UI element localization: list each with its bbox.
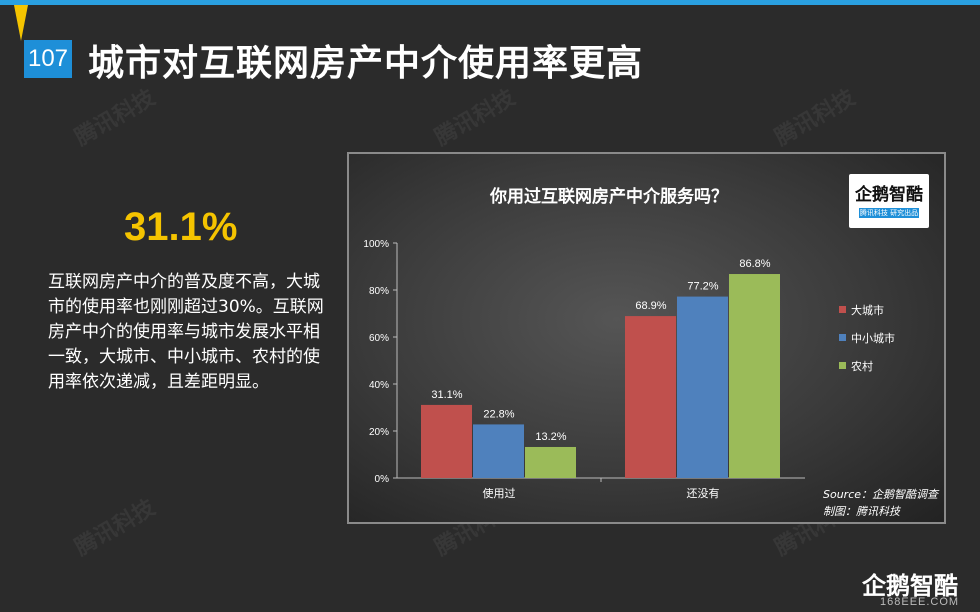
- chart-logo: 企鹅智酷 腾讯科技 研究出品: [849, 174, 929, 228]
- y-tick-label: 60%: [369, 333, 389, 344]
- page-badge-accent: [14, 5, 28, 41]
- footer-logo: 企鹅智酷: [862, 572, 958, 600]
- y-tick-label: 20%: [369, 427, 389, 438]
- x-tick-label: 使用过: [483, 487, 516, 500]
- chart-panel: 你用过互联网房产中介服务吗？ 企鹅智酷 腾讯科技 研究出品 0% 20% 40% 60…: [347, 152, 946, 524]
- page-number: 107: [24, 40, 72, 78]
- chart-title: 你用过互联网房产中介服务吗？: [490, 187, 728, 207]
- legend-swatch: [839, 362, 846, 369]
- credit-line: 制图：腾讯科技: [823, 505, 900, 518]
- watermark: 腾讯科技: [70, 85, 160, 151]
- watermark: 腾讯科技: [430, 85, 520, 151]
- data-label: 77.2%: [687, 281, 718, 293]
- bar: [729, 274, 780, 478]
- bar: [473, 424, 524, 478]
- bar-chart: 0% 20% 40% 60% 80% 100% 31.1% 22.8% 13.2% 使用过 68.9…: [363, 239, 895, 500]
- data-label: 31.1%: [431, 389, 462, 401]
- chart-logo-tag: 腾讯科技 研究出品: [859, 208, 919, 218]
- legend-label: 农村: [851, 359, 873, 373]
- y-tick-label: 80%: [369, 286, 389, 297]
- chart-source: Source：企鹅智酷调查 制图：腾讯科技: [823, 486, 938, 520]
- data-label: 13.2%: [535, 431, 566, 443]
- legend-swatch: [839, 334, 846, 341]
- y-tick-label: 0%: [375, 474, 390, 485]
- chart-logo-name: 企鹅智酷: [855, 185, 923, 205]
- highlight-value: 31.1%: [124, 205, 238, 249]
- watermark: 腾讯科技: [70, 495, 160, 561]
- bar: [525, 446, 576, 478]
- bar: [625, 316, 676, 478]
- legend-label: 中小城市: [851, 331, 895, 345]
- data-label: 22.8%: [483, 408, 514, 420]
- watermark: 腾讯科技: [770, 85, 860, 151]
- bar: [421, 404, 472, 478]
- x-tick-label: 还没有: [687, 486, 720, 500]
- legend-swatch: [839, 306, 846, 313]
- top-accent-bar: [0, 0, 980, 5]
- bar: [677, 296, 728, 478]
- page-title: 城市对互联网房产中介使用率更高: [88, 43, 644, 84]
- footer-url: 168EEE.COM: [880, 596, 960, 608]
- y-tick-label: 40%: [369, 380, 389, 391]
- y-tick-label: 100%: [363, 239, 389, 250]
- legend-label: 大城市: [851, 303, 884, 317]
- highlight-description: 互联网房产中介的普及度不高，大城市的使用率也刚刚超过30%。互联网房产中介的使用…: [48, 272, 324, 392]
- source-line: Source：企鹅智酷调查: [823, 488, 939, 501]
- data-label: 68.9%: [635, 300, 666, 312]
- data-label: 86.8%: [739, 258, 770, 270]
